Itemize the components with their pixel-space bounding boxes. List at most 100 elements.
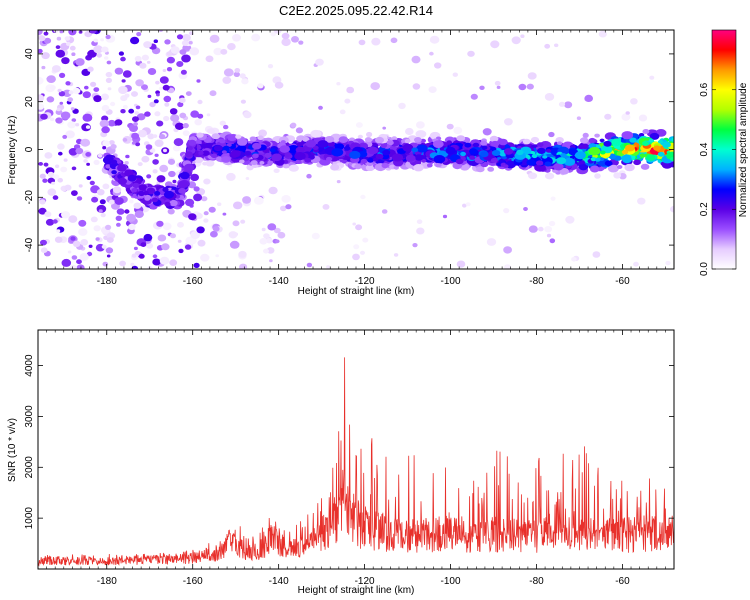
spectrogram-cell bbox=[76, 264, 85, 269]
spectrogram-cell bbox=[85, 125, 91, 129]
spectrogram-cell bbox=[117, 164, 127, 172]
spectrogram-cell bbox=[245, 177, 250, 180]
spectrogram-cell bbox=[336, 180, 341, 184]
spectrogram-cell bbox=[274, 81, 284, 89]
spectrogram-cell bbox=[162, 69, 167, 72]
spectrogram-cell bbox=[355, 122, 363, 128]
spectrogram-cell bbox=[459, 163, 470, 171]
spectrogram-cell bbox=[269, 148, 276, 153]
spectrogram-cell bbox=[546, 233, 552, 238]
spectrogram-cell bbox=[45, 218, 55, 226]
spectrogram-cell bbox=[588, 137, 596, 144]
spectrogram-cell bbox=[234, 68, 241, 73]
spectrogram-cell bbox=[139, 62, 147, 69]
spectrogram-cell bbox=[266, 238, 273, 244]
spectrogram-cell bbox=[416, 219, 423, 224]
spectrogram-cell bbox=[134, 210, 144, 218]
spectrogram-cell bbox=[595, 157, 601, 162]
spectrogram-cell bbox=[68, 148, 78, 156]
spectrogram-cell bbox=[133, 246, 138, 251]
x-tick-label: -60 bbox=[615, 276, 630, 287]
spectrogram-cell bbox=[520, 34, 525, 38]
spectrogram-cell bbox=[336, 82, 341, 86]
spectrogram-cell bbox=[185, 151, 193, 158]
spectrogram-cell bbox=[375, 153, 384, 160]
spectrogram-cell bbox=[476, 166, 485, 173]
spectrogram-cell bbox=[563, 157, 576, 166]
spectrogram-cell bbox=[617, 165, 623, 169]
spectrogram-cell bbox=[467, 50, 475, 57]
spectrogram-cell bbox=[107, 87, 112, 91]
spectrogram-cell bbox=[364, 137, 372, 143]
spectrogram-cell bbox=[138, 129, 147, 138]
spectrogram-cell bbox=[66, 41, 71, 46]
spectrogram-cell bbox=[516, 149, 524, 156]
spectrogram-cell bbox=[244, 150, 252, 156]
spectrogram-cell bbox=[96, 53, 103, 58]
spectrogram-cell bbox=[288, 164, 299, 172]
spectrogram-cell bbox=[353, 244, 360, 250]
spectrogram-cell bbox=[78, 30, 83, 34]
spectrogram-cell bbox=[78, 228, 88, 236]
spectrogram-cell bbox=[71, 166, 77, 171]
spectrogram-cell bbox=[164, 39, 171, 45]
spectrogram-cell bbox=[412, 243, 418, 248]
spectrogram-cell bbox=[212, 226, 220, 232]
spectrogram-cell bbox=[339, 109, 346, 115]
spectrogram-cell bbox=[151, 197, 158, 203]
spectrogram-cell bbox=[496, 85, 501, 89]
spectrogram-cell bbox=[54, 236, 63, 243]
spectrogram-cell bbox=[181, 40, 189, 46]
spectrogram-cell bbox=[40, 113, 48, 120]
spectrogram-cell bbox=[433, 155, 446, 164]
spectrogram-cell bbox=[498, 138, 508, 146]
spectrogram-cell bbox=[346, 86, 355, 94]
spectrogram-cell bbox=[46, 75, 56, 83]
spectrogram-cell bbox=[267, 63, 274, 69]
spectrogram-cell bbox=[416, 227, 425, 235]
spectrogram-cell bbox=[671, 136, 674, 143]
spectrogram-cell bbox=[76, 259, 82, 265]
y-tick-label: -20 bbox=[24, 190, 35, 205]
spectrogram-cell bbox=[124, 93, 130, 98]
spectrogram-cell bbox=[205, 160, 215, 167]
spectrogram-cell bbox=[111, 159, 118, 165]
spectrogram-cell bbox=[380, 143, 388, 149]
spectrogram-cell bbox=[141, 155, 150, 163]
spectrogram-cell bbox=[144, 196, 151, 201]
spectrogram-cell bbox=[435, 162, 442, 168]
spectrogram-cell bbox=[114, 197, 124, 205]
spectrogram-cell bbox=[442, 214, 448, 219]
spectrogram-cell bbox=[130, 36, 140, 45]
spectrogram-cell bbox=[295, 127, 303, 134]
spectrogram-cell bbox=[105, 34, 111, 40]
spectrogram-cell bbox=[87, 66, 94, 72]
spectrogram-cell bbox=[267, 223, 277, 231]
spectrogram-cell bbox=[167, 158, 176, 165]
spectrogram-cell bbox=[277, 231, 286, 239]
spectrogram-cell bbox=[445, 146, 456, 155]
spectrogram-cell bbox=[78, 219, 87, 227]
spectrogram-cell bbox=[621, 149, 629, 155]
spectrogram-cell bbox=[482, 128, 492, 136]
spectrogram-cell bbox=[86, 162, 90, 166]
spectrogram-cell bbox=[82, 91, 91, 99]
spectrogram-cell bbox=[621, 131, 634, 140]
spectrogram-cell bbox=[89, 180, 95, 186]
spectrogram-cell bbox=[193, 262, 200, 268]
spectrogram-cell bbox=[122, 104, 128, 110]
spectrogram-cell bbox=[528, 225, 538, 233]
spectrogram-cell bbox=[349, 150, 361, 159]
spectrogram-cell bbox=[156, 120, 164, 127]
spectrogram-cell bbox=[270, 31, 276, 37]
spectrogram-cell bbox=[180, 69, 187, 75]
spectrogram-cell bbox=[640, 163, 650, 170]
x-tick-label: -180 bbox=[97, 576, 117, 587]
spectrogram-cell bbox=[99, 199, 106, 205]
spectrogram-cell bbox=[469, 155, 476, 160]
spectrogram-cell bbox=[134, 111, 140, 115]
spectrogram-cell bbox=[93, 159, 100, 165]
spectrogram-cell bbox=[391, 153, 404, 162]
spectrogram-cell bbox=[639, 153, 646, 158]
